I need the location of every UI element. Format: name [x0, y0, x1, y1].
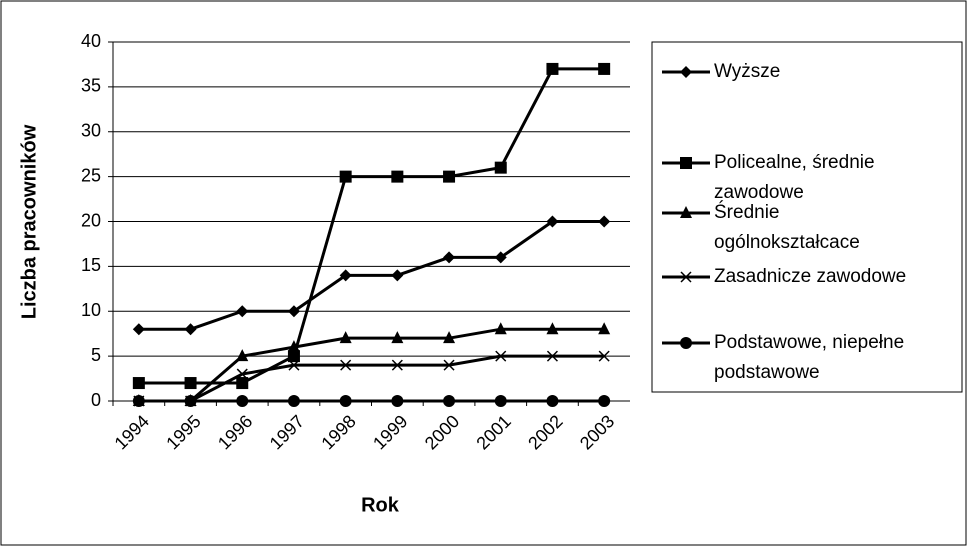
point-marker — [546, 215, 559, 228]
point-marker — [236, 349, 249, 362]
series-line — [138, 354, 605, 403]
y-tick-label: 0 — [91, 390, 101, 410]
point-marker — [443, 395, 456, 407]
legend-marker — [680, 66, 692, 78]
point-marker — [598, 215, 611, 228]
y-tick-label: 15 — [81, 255, 101, 275]
point-marker — [236, 377, 249, 390]
y-tick-label: 40 — [81, 31, 101, 51]
legend-marker — [680, 206, 692, 218]
y-tick-label: 25 — [81, 165, 101, 185]
point-marker — [598, 395, 611, 407]
legend-marker — [680, 337, 692, 349]
legend-label: Zasadnicze zawodowe — [714, 266, 907, 287]
point-marker — [598, 350, 610, 362]
legend-label: Policealne, średnie zawodowe — [714, 152, 875, 203]
point-marker — [494, 161, 507, 174]
legend-marker — [680, 157, 692, 169]
point-marker — [287, 350, 300, 363]
point-marker — [391, 269, 404, 282]
point-marker — [494, 395, 507, 407]
point-marker — [391, 359, 403, 371]
legend-label: Wyższe — [714, 61, 781, 82]
point-marker — [236, 305, 249, 318]
y-tick-label: 20 — [81, 210, 101, 230]
legend-label: Średnie ogólnokształcace — [714, 202, 860, 253]
point-marker — [391, 395, 404, 407]
point-marker — [546, 322, 559, 335]
legend-marker — [680, 271, 692, 283]
point-marker — [184, 395, 197, 407]
point-marker — [494, 251, 507, 264]
point-marker — [132, 395, 145, 407]
point-marker — [495, 350, 507, 362]
point-marker — [339, 331, 352, 344]
legend-box — [651, 41, 963, 393]
y-tick-label: 10 — [81, 300, 101, 320]
point-marker — [339, 170, 352, 183]
point-marker — [598, 322, 611, 335]
point-marker — [494, 322, 507, 335]
point-marker — [546, 350, 558, 362]
point-marker — [443, 251, 456, 264]
point-marker — [598, 62, 611, 75]
point-marker — [546, 395, 559, 407]
point-marker — [287, 340, 300, 353]
point-marker — [443, 170, 456, 183]
point-marker — [339, 269, 352, 282]
point-marker — [443, 331, 456, 344]
legend-label: Podstawowe, niepełne podstawowe — [714, 332, 905, 383]
y-tick-label: 5 — [91, 345, 101, 365]
point-marker — [391, 170, 404, 183]
point-marker — [443, 359, 455, 371]
point-marker — [546, 62, 559, 75]
point-marker — [288, 359, 300, 371]
series-line — [138, 220, 605, 331]
point-marker — [236, 368, 248, 380]
point-marker — [132, 377, 145, 390]
point-marker — [236, 395, 249, 407]
point-marker — [287, 305, 300, 318]
y-axis-label: Liczba pracowników — [18, 124, 40, 319]
point-marker — [132, 323, 145, 336]
point-marker — [184, 377, 197, 390]
y-tick-label: 30 — [81, 121, 101, 141]
y-tick-label: 35 — [81, 76, 101, 96]
x-axis-label: Rok — [361, 494, 400, 516]
point-marker — [340, 359, 352, 371]
point-marker — [287, 395, 300, 407]
series-line — [138, 327, 605, 403]
point-marker — [391, 331, 404, 344]
point-marker — [184, 323, 197, 336]
series-line — [138, 67, 605, 385]
point-marker — [339, 395, 352, 407]
